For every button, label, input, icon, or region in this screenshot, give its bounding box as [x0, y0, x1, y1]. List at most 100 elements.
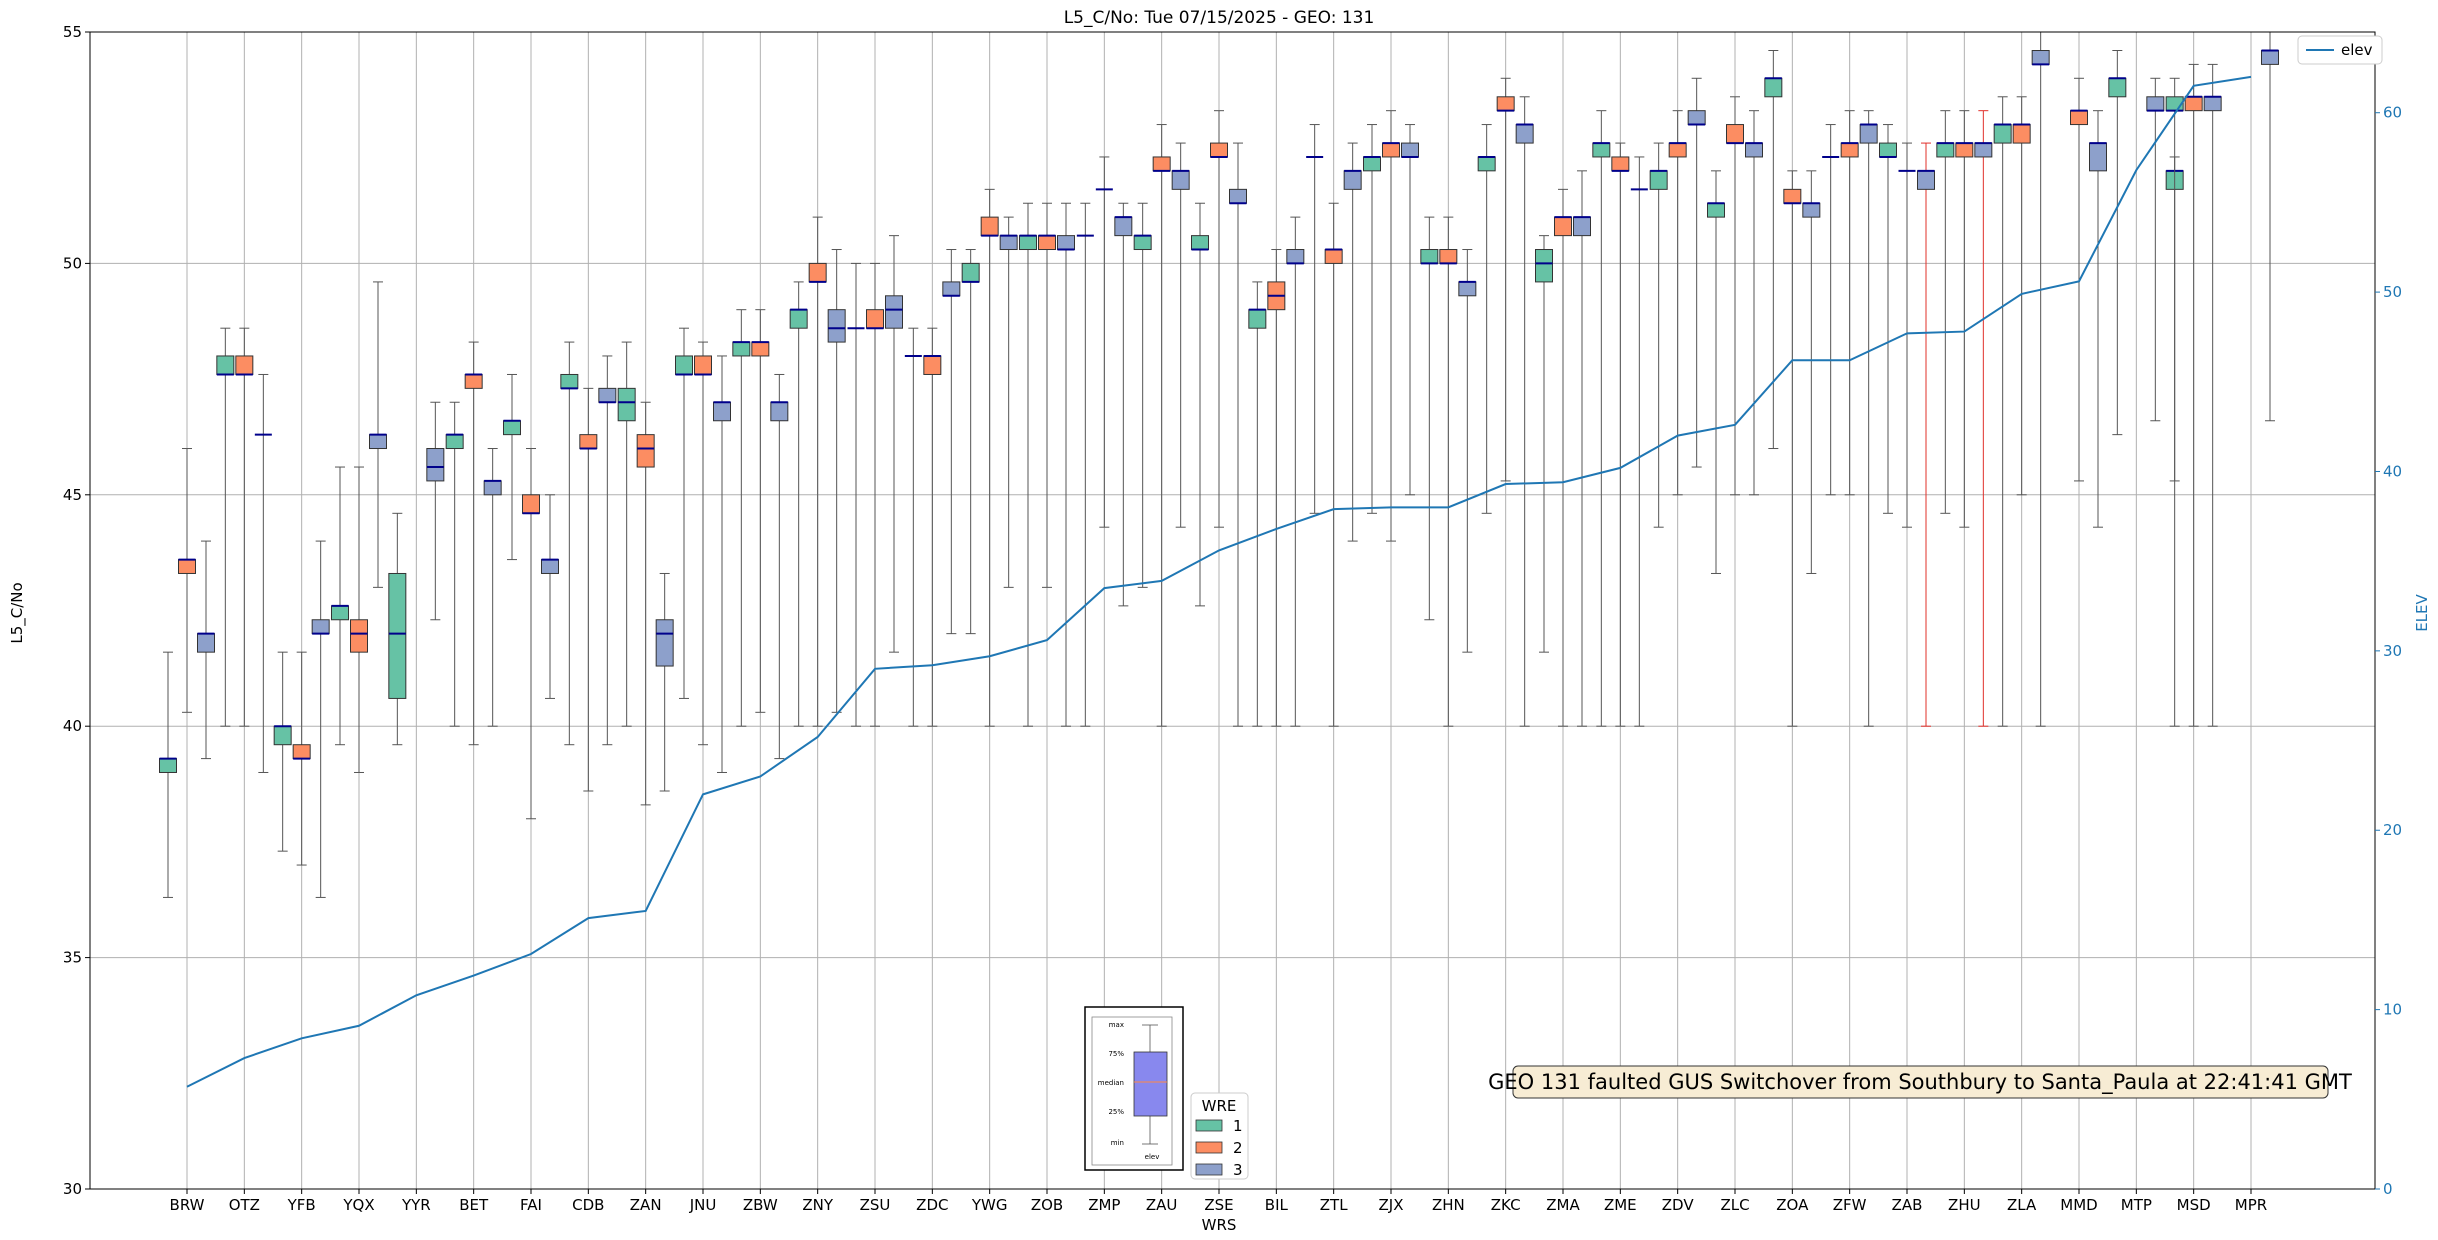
box-ZME-wre3: [1630, 156, 1648, 727]
x-tick-label-ZOA: ZOA: [1776, 1196, 1809, 1214]
box-iqr: [2203, 96, 2222, 112]
box-ZLC-wre1: [1707, 170, 1725, 574]
box-BRW-wre3: [197, 540, 215, 760]
box-iqr: [1401, 142, 1419, 158]
box-ZBW-wre1: [732, 309, 751, 727]
box-ZTL-wre3: [1343, 142, 1362, 542]
box-iqr: [541, 559, 559, 574]
box-ZME-wre1: [1592, 110, 1611, 727]
box-iqr: [1783, 188, 1802, 204]
box-iqr: [579, 434, 598, 450]
box-iqr: [789, 309, 808, 329]
box-BRW-wre2: [178, 448, 196, 713]
box-iqr: [426, 448, 445, 482]
box-ZLA-wre2: [2012, 96, 2031, 496]
box-iqr: [197, 633, 215, 653]
box-BIL-wre1: [1248, 281, 1267, 727]
box-iqr: [732, 341, 751, 357]
box-FAI-wre3: [541, 494, 559, 699]
x-tick-label-BIL: BIL: [1265, 1196, 1289, 1214]
box-iqr: [885, 295, 903, 329]
elev-legend: elev: [2297, 35, 2383, 65]
box-iqr: [273, 725, 292, 746]
box-iqr: [1324, 249, 1343, 264]
box-iqr: [1152, 156, 1171, 172]
box-YFB-wre2: [292, 651, 311, 866]
box-OTZ-wre2: [235, 327, 254, 727]
box-ZKC-wre2: [1496, 77, 1515, 482]
box-iqr: [1057, 235, 1075, 251]
box-iqr: [655, 619, 674, 667]
box-ZFW-wre2: [1840, 110, 1859, 496]
box-iqr: [1611, 156, 1630, 172]
box-ZAU-wre1: [1133, 202, 1152, 588]
box-iqr: [1210, 142, 1228, 158]
box-ZOB-wre3: [1057, 202, 1075, 727]
box-JNU-wre2: [694, 341, 712, 746]
box-YWG-wre3: [999, 216, 1018, 588]
box-iqr: [1554, 216, 1572, 237]
box-iqr: [2146, 96, 2165, 112]
box-iqr: [636, 434, 655, 468]
x-tick-label-MMD: MMD: [2060, 1196, 2097, 1214]
x-tick-label-ZNY: ZNY: [802, 1196, 833, 1214]
box-ZSU-wre3: [885, 235, 903, 653]
wre-legend: WRE 1 2 3: [1190, 1092, 1249, 1180]
grid-lines: [90, 31, 2375, 1190]
box-iqr: [1573, 216, 1591, 237]
box-iqr: [1038, 235, 1056, 251]
box-iqr: [808, 262, 827, 283]
box-iqr: [1592, 142, 1611, 158]
box-ZSU-wre1: [847, 262, 865, 727]
box-ZOA-wre3: [1802, 170, 1821, 574]
x-tick-label-ZHU: ZHU: [1948, 1196, 1981, 1214]
box-ZFW-wre1: [1822, 124, 1840, 496]
box-ZAB-wre1: [1879, 124, 1897, 514]
wre-legend-label-1: 1: [1233, 1117, 1243, 1135]
box-BRW-wre1: [159, 651, 177, 898]
box-iqr: [1936, 142, 1955, 158]
box-iqr: [1248, 309, 1267, 329]
box-ZAU-wre3: [1171, 142, 1190, 528]
box-iqr: [675, 355, 693, 375]
x-tick-label-ZJX: ZJX: [1379, 1196, 1404, 1214]
box-ZLA-wre3: [2031, 31, 2050, 727]
wre-legend-swatch-1: [1195, 1119, 1223, 1132]
box-iqr: [1458, 281, 1477, 297]
box-CDB-wre3: [598, 355, 617, 746]
box-iqr: [522, 494, 540, 514]
box-iqr: [159, 758, 177, 773]
box-YQX-wre3: [369, 281, 387, 588]
box-ZDC-wre1: [904, 327, 922, 727]
box-iqr: [1343, 170, 1362, 190]
box-OTZ-wre1: [216, 327, 235, 727]
box-ZAB-wre3: [1917, 142, 1935, 727]
box-CDB-wre1: [560, 341, 579, 746]
box-iqr: [866, 309, 884, 329]
box-ZAN-wre2: [636, 401, 655, 806]
box-ZAN-wre3: [655, 572, 674, 792]
box-ZAN-wre1: [617, 341, 636, 727]
x-tick-label-ZLC: ZLC: [1720, 1196, 1749, 1214]
ry-tick-label-20: 20: [2383, 821, 2402, 839]
box-ZSE-wre3: [1229, 142, 1247, 727]
box-ZME-wre2: [1611, 142, 1630, 727]
box-iqr: [2184, 96, 2203, 112]
box-ZLC-wre2: [1726, 96, 1744, 496]
x-tick-label-OTZ: OTZ: [229, 1196, 260, 1214]
box-iqr: [503, 420, 521, 436]
box-BIL-wre2: [1267, 249, 1286, 727]
box-iqr: [2070, 110, 2088, 126]
box-iqr: [311, 619, 330, 635]
x-tick-label-ZSE: ZSE: [1204, 1196, 1233, 1214]
wre-legend-label-2: 2: [1233, 1139, 1243, 1157]
box-iqr: [617, 387, 636, 422]
box-ZBW-wre3: [770, 373, 789, 760]
box-YQX-wre1: [331, 466, 349, 746]
box-CDB-wre2: [579, 387, 598, 792]
key-median-label: median: [1098, 1079, 1124, 1087]
x-tick-label-ZDC: ZDC: [916, 1196, 948, 1214]
box-iqr: [1687, 110, 1706, 126]
box-ZLA-wre1: [1993, 96, 2012, 727]
right-y-axis-label: ELEV: [2413, 593, 2431, 631]
